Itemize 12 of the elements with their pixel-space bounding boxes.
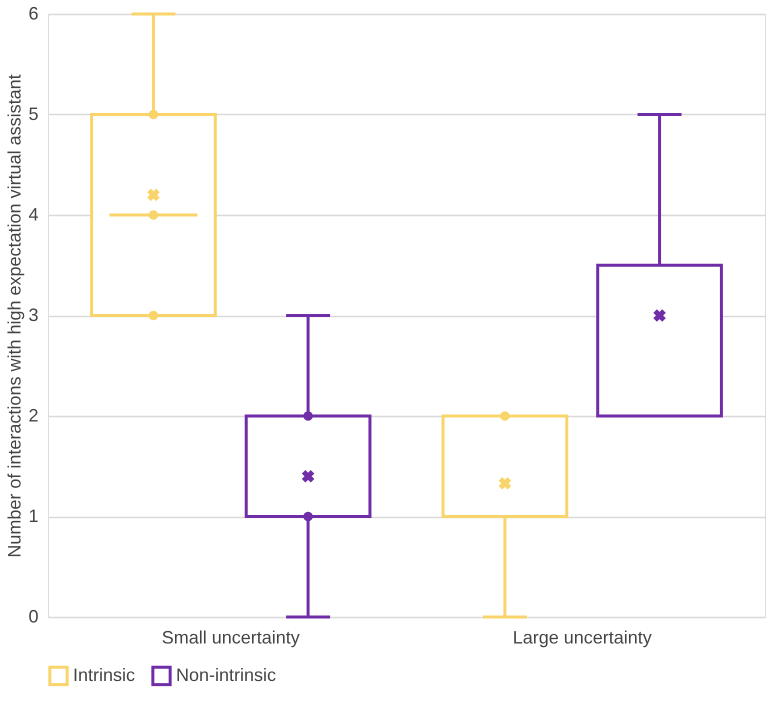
y-tick-label: 2: [28, 406, 38, 426]
legend-label: Non-intrinsic: [176, 664, 276, 685]
x-tick-label: Large uncertainty: [512, 628, 652, 648]
y-tick-label: 5: [28, 104, 38, 124]
legend-label: Intrinsic: [73, 664, 136, 685]
y-tick-label: 1: [28, 506, 38, 526]
y-tick-label: 3: [28, 305, 38, 325]
y-tick-label: 0: [28, 606, 38, 626]
y-tick-label: 4: [28, 204, 38, 224]
x-tick-label: Small uncertainty: [162, 628, 300, 648]
y-axis-title: Number of interactions with high expectation virtual assistant: [4, 74, 24, 558]
y-tick-label: 6: [28, 4, 38, 24]
